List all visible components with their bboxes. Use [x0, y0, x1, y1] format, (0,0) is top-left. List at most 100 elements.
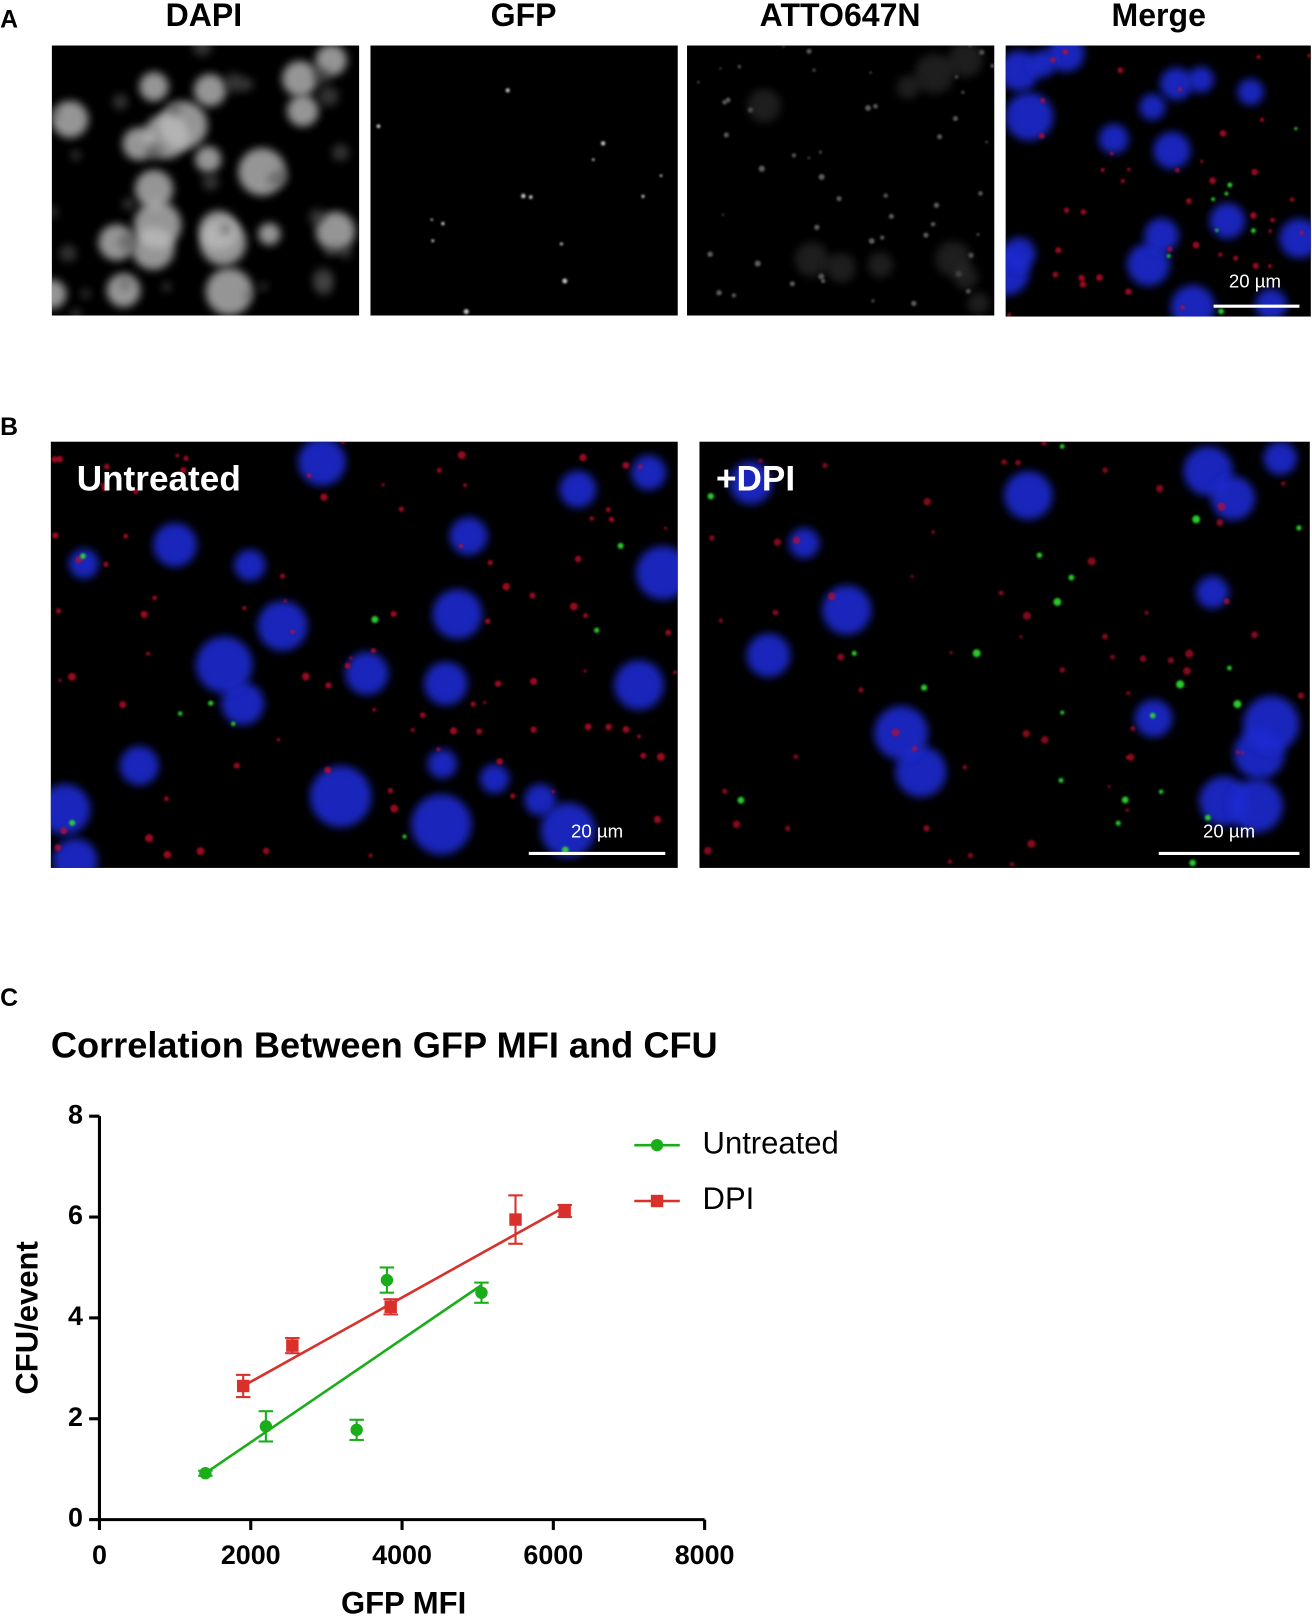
cell-signal [411, 794, 472, 855]
cell-signal [793, 754, 799, 760]
cell-signal [622, 725, 630, 733]
cell-signal [1211, 197, 1215, 202]
cell-signal [641, 194, 645, 198]
cell-signal [837, 653, 845, 661]
cell-signal [75, 556, 83, 563]
cell-signal [719, 67, 722, 70]
cell-signal [953, 116, 958, 122]
cell-signal [910, 574, 914, 579]
cell-signal [1153, 131, 1191, 169]
cell-signal [159, 101, 208, 150]
cell-signal [1227, 665, 1232, 671]
cell-signal [1029, 50, 1057, 77]
cell-signal [865, 105, 871, 111]
cell-signal [1263, 441, 1297, 475]
cell-signal [484, 618, 491, 624]
cell-signal [953, 264, 979, 290]
cell-signal [1059, 667, 1066, 673]
cell-signal [1027, 839, 1036, 848]
cell-signal [318, 86, 339, 107]
cell-signal [258, 282, 268, 291]
cell-signal [202, 173, 219, 191]
cell-signal [1250, 212, 1257, 219]
cell-signal [310, 765, 372, 828]
cell-signal [716, 290, 722, 296]
cell-signal [271, 169, 288, 187]
cell-signal [528, 195, 533, 199]
cell-signal [540, 802, 596, 858]
cell-signal [390, 804, 399, 813]
cell-signal [1015, 459, 1021, 466]
cell-signal [732, 820, 741, 828]
cell-signal [345, 651, 389, 696]
cell-signal [605, 723, 613, 731]
cell-signal [1109, 151, 1114, 156]
plot: 0 2000 4000 6000 8000 0 2 4 6 8 Untreated DPI [68, 1099, 839, 1570]
cell-signal [177, 711, 183, 716]
cell-signal [582, 613, 588, 619]
cell-signal [962, 764, 968, 770]
cell-signal [1052, 271, 1059, 278]
cell-signal [758, 165, 765, 172]
cell-signal [231, 721, 236, 726]
cell-signal [758, 458, 763, 463]
cell-signal [1166, 254, 1171, 258]
cell-signal [52, 532, 59, 539]
cell-signal [990, 63, 995, 68]
cell-signal [707, 493, 715, 500]
data-point [259, 1420, 273, 1433]
cell-signal [368, 853, 373, 858]
data-point [199, 1467, 212, 1480]
cell-signal [1223, 598, 1230, 605]
cell-signal [496, 758, 503, 765]
cell-signal [614, 660, 664, 710]
cell-signal [1215, 228, 1219, 232]
cell-signal [54, 844, 62, 851]
cell-signal [737, 796, 745, 804]
cell-signal [673, 670, 678, 675]
legend-label: Untreated [703, 1125, 839, 1160]
micrograph-content [1005, 45, 1311, 317]
cell-signal [1087, 557, 1096, 566]
cell-signal [372, 707, 376, 712]
cell-signal [1047, 45, 1085, 72]
cell-signal [219, 223, 232, 235]
cell-signal [524, 783, 557, 816]
data-point [509, 1213, 522, 1226]
data-point [384, 1300, 397, 1314]
cell-signal [70, 150, 81, 161]
cell-signal [782, 45, 785, 48]
cell-signal [920, 684, 928, 691]
cell-signal [591, 158, 595, 161]
x-tick-label: 6000 [523, 1540, 583, 1570]
cell-signal [208, 700, 214, 706]
cell-signal [195, 636, 253, 694]
cell-signal [1159, 67, 1193, 101]
cell-signal [119, 701, 127, 709]
cell-signal [470, 701, 476, 707]
channel-header: Merge [1112, 0, 1206, 33]
cell-signal [1100, 167, 1105, 173]
cell-signal [747, 88, 781, 123]
cell-signal [68, 672, 76, 681]
cell-signal [923, 825, 930, 832]
cell-signal [826, 252, 856, 283]
y-tick-label: 4 [68, 1301, 83, 1331]
cell-signal [594, 627, 600, 633]
cell-signal [868, 238, 875, 244]
condition-label: Untreated [77, 459, 241, 498]
cell-signal [463, 309, 469, 315]
cell-signal [1192, 515, 1201, 524]
cell-signal [200, 219, 247, 266]
cell-signal [530, 726, 537, 733]
cell-signal [51, 107, 60, 118]
cell-signal [559, 470, 597, 508]
cell-signal [119, 278, 131, 290]
cell-signal [1107, 785, 1111, 789]
cell-signal [1216, 519, 1224, 527]
cell-signal [224, 72, 244, 93]
cell-signal [1130, 726, 1136, 731]
cell-signal [785, 825, 791, 831]
cell-signal [376, 124, 381, 129]
